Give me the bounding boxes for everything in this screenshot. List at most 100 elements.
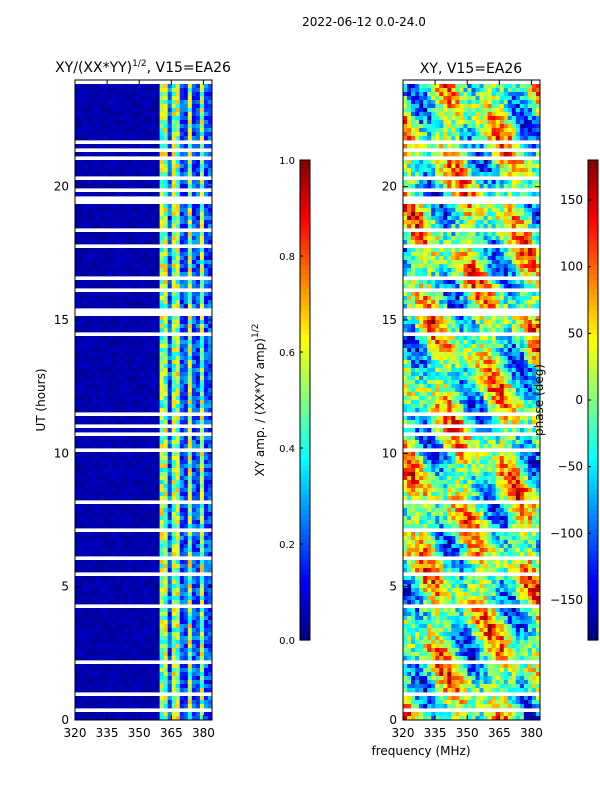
heatmap-cell [87, 268, 92, 273]
heatmap-cell [183, 700, 189, 705]
heatmap-cell [163, 476, 169, 481]
heatmap-cell [83, 536, 88, 541]
heatmap-cell [83, 120, 88, 125]
heatmap-cell [107, 712, 112, 717]
heatmap-cell [171, 456, 177, 461]
heatmap-cell [159, 96, 165, 101]
heatmap-cell [131, 492, 136, 497]
heatmap-cell [183, 152, 189, 157]
heatmap-cell [99, 408, 104, 413]
heatmap-cell [127, 252, 132, 257]
heatmap-cell [171, 204, 177, 209]
heatmap-cell [83, 580, 88, 585]
heatmap-cell [179, 172, 185, 177]
heatmap-cell [135, 588, 140, 593]
heatmap-cell [127, 544, 132, 549]
heatmap-cell [155, 592, 161, 597]
heatmap-cell [199, 240, 205, 245]
heatmap-cell [155, 712, 161, 717]
heatmap-cell [203, 164, 209, 169]
heatmap-cell [203, 656, 209, 661]
heatmap-cell [83, 456, 88, 461]
heatmap-cell [127, 492, 132, 497]
heatmap-cell [195, 124, 201, 129]
heatmap-cell [99, 644, 104, 649]
heatmap-cell [439, 100, 444, 105]
heatmap-cell [131, 368, 136, 373]
heatmap-cell [191, 484, 197, 489]
heatmap-cell [171, 376, 177, 381]
heatmap-cell [107, 704, 112, 709]
heatmap-cell [99, 204, 104, 209]
heatmap-cell [167, 612, 173, 617]
heatmap-cell [159, 132, 165, 137]
heatmap-cell [403, 92, 408, 97]
heatmap-cell [195, 160, 201, 165]
heatmap-cell [199, 700, 205, 705]
colorbar-segment [300, 360, 310, 366]
heatmap-cell [79, 212, 84, 217]
heatmap-cell [119, 476, 124, 481]
heatmap-cell [203, 436, 209, 441]
heatmap-cell [167, 536, 173, 541]
heatmap-cell [207, 128, 213, 133]
heatmap-cell [127, 364, 132, 369]
heatmap-cell [167, 420, 173, 425]
heatmap-cell [143, 408, 148, 413]
heatmap-cell [199, 184, 205, 189]
heatmap-cell [187, 296, 193, 301]
heatmap-cell [147, 320, 152, 325]
heatmap-cell [103, 368, 108, 373]
heatmap-cell [163, 324, 169, 329]
heatmap-cell [203, 364, 209, 369]
heatmap-cell [167, 232, 173, 237]
heatmap-cell [87, 400, 92, 405]
heatmap-cell [79, 712, 84, 717]
heatmap-cell [95, 484, 100, 489]
heatmap-cell [479, 108, 484, 113]
heatmap-cell [111, 700, 116, 705]
heatmap-cell [151, 672, 156, 677]
heatmap-cell [79, 192, 84, 197]
heatmap-cell [87, 212, 92, 217]
heatmap-cell [191, 532, 197, 537]
heatmap-cell [79, 216, 84, 221]
heatmap-cell [103, 108, 108, 113]
heatmap-cell [119, 256, 124, 261]
heatmap-cell [155, 680, 161, 685]
heatmap-cell [127, 592, 132, 597]
heatmap-cell [87, 380, 92, 385]
heatmap-cell [159, 300, 165, 305]
heatmap-cell [151, 664, 156, 669]
heatmap-cell [495, 84, 501, 89]
heatmap-cell [95, 540, 100, 545]
heatmap-cell [191, 96, 197, 101]
heatmap-cell [203, 292, 209, 297]
heatmap-cell [143, 592, 148, 597]
heatmap-cell [83, 712, 88, 717]
heatmap-cell [159, 184, 165, 189]
heatmap-cell [143, 112, 148, 117]
heatmap-cell [111, 344, 116, 349]
heatmap-cell [119, 160, 124, 165]
heatmap-cell [175, 476, 181, 481]
heatmap-cell [119, 120, 124, 125]
heatmap-cell [203, 444, 209, 449]
heatmap-cell [431, 112, 436, 117]
heatmap-cell [127, 712, 132, 717]
heatmap-cell [427, 92, 432, 97]
heatmap-cell [135, 128, 140, 133]
heatmap-cell [119, 672, 124, 677]
heatmap-cell [183, 96, 189, 101]
heatmap-cell [155, 172, 161, 177]
heatmap-cell [187, 364, 193, 369]
heatmap-cell [107, 452, 112, 457]
heatmap-cell [119, 92, 124, 97]
heatmap-cell [199, 120, 205, 125]
heatmap-cell [175, 124, 181, 129]
heatmap-cell [155, 124, 161, 129]
colorbar-tick-label: 0.2 [279, 540, 295, 551]
heatmap-cell [127, 428, 132, 433]
heatmap-cell [111, 592, 116, 597]
heatmap-cell [147, 624, 152, 629]
